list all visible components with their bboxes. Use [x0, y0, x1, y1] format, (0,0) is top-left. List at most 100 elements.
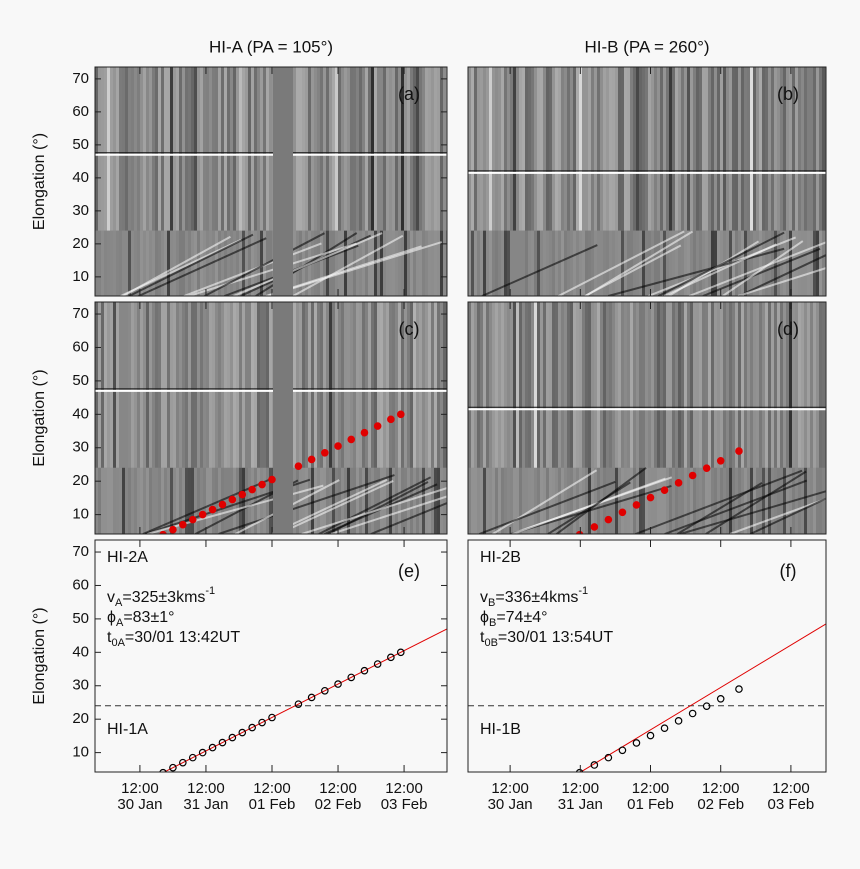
jmap-streak	[676, 482, 763, 534]
jmap-stripe	[705, 302, 708, 468]
jmap-stripe	[627, 467, 630, 534]
jmap-stripe	[546, 230, 549, 296]
jmap-stripe	[326, 302, 329, 468]
jmap-stripe	[624, 302, 627, 468]
data-point	[688, 471, 697, 480]
jmap-stripe	[428, 467, 431, 534]
jmap-stripe	[561, 302, 564, 468]
jmap-stripe	[744, 67, 747, 231]
jmap-stripe	[392, 302, 395, 468]
jmap-stripe	[474, 67, 477, 231]
jmap-stripe	[242, 230, 245, 296]
jmap-stripe	[771, 67, 774, 231]
data-point	[387, 653, 395, 662]
jmap-stripe	[188, 67, 191, 231]
jmap-stripe	[822, 302, 825, 468]
jmap-stripe	[143, 302, 146, 468]
jmap-stripe	[696, 467, 699, 534]
jmap-stripe	[774, 467, 777, 534]
jmap-stripe	[173, 230, 176, 296]
jmap-stripe	[684, 302, 687, 468]
jmap-stripe	[101, 230, 104, 296]
jmap-stripe	[768, 67, 771, 231]
jmap-stripe	[431, 67, 434, 231]
jmap-stripe	[663, 67, 666, 231]
jmap-stripe	[224, 230, 227, 296]
jmap-stripe	[549, 230, 552, 296]
jmap-stripe	[188, 467, 191, 534]
jmap-stripe	[633, 467, 636, 534]
jmap-stripe	[711, 467, 714, 534]
jmap-stripe	[242, 67, 245, 231]
jmap-stripe	[155, 230, 158, 296]
jmap-stripe	[642, 467, 645, 534]
jmap-stripe	[212, 302, 215, 468]
jmap-stripe	[419, 302, 422, 468]
data-point	[248, 723, 256, 732]
jmap-stripe	[293, 302, 296, 468]
jmap-stripe	[687, 467, 690, 534]
jmap-stripe	[738, 302, 741, 468]
data-point	[590, 761, 599, 769]
jmap-stripe	[609, 230, 612, 296]
jmap-stripe	[215, 67, 218, 231]
jmap-stripe	[443, 302, 446, 468]
jmap-stripe	[137, 302, 140, 468]
jmap-stripe	[134, 67, 137, 231]
jmap-stripe	[119, 230, 122, 296]
jmap-stripe	[377, 467, 380, 534]
jmap-stripe	[302, 302, 305, 468]
jmap-stripe	[765, 67, 768, 231]
jmap-stripe	[549, 67, 552, 231]
jmap-stripe	[197, 67, 200, 231]
jmap-stripe	[122, 302, 125, 468]
jmap-stripe	[311, 302, 314, 468]
jmap-stripe	[501, 230, 504, 296]
jmap-stripe	[236, 302, 239, 468]
jmap-stripe	[519, 467, 522, 534]
jmap-stripe	[380, 302, 383, 468]
jmap-stripe	[699, 230, 702, 296]
jmap-stripe	[774, 67, 777, 231]
data-point	[590, 523, 599, 531]
jmap-stripe	[564, 67, 567, 231]
data-point	[387, 415, 395, 424]
region-label: HI-2A	[107, 549, 148, 566]
jmap-stripe	[579, 67, 582, 231]
jmap-stripe	[588, 467, 591, 534]
jmap-stripe	[525, 230, 528, 296]
jmap-stripe	[672, 67, 675, 231]
jmap-stripe	[477, 302, 480, 468]
jmap-stripe	[627, 302, 630, 468]
jmap-stripe	[552, 67, 555, 231]
y-tick-label: 30	[72, 439, 89, 456]
jmap-stripe	[705, 467, 708, 534]
data-point	[702, 464, 711, 472]
jmap-stripe	[759, 302, 762, 468]
jmap-stripe	[110, 302, 113, 468]
jmap-stripe	[116, 230, 119, 296]
jmap-stripe	[410, 467, 413, 534]
y-tick-label: 40	[72, 169, 89, 186]
jmap-stripe	[404, 230, 407, 296]
jmap-stripe	[170, 67, 173, 231]
plot-area	[95, 302, 447, 534]
jmap-stripe	[738, 67, 741, 231]
jmap-streak	[277, 480, 394, 534]
jmap-stripe	[543, 302, 546, 468]
jmap-stripe	[609, 67, 612, 231]
jmap-stripe	[771, 302, 774, 468]
jmap-stripe	[194, 302, 197, 468]
jmap-stripe	[747, 467, 750, 534]
jmap-stripe	[570, 302, 573, 468]
jmap-stripe	[326, 467, 329, 534]
jmap-stripe	[149, 67, 152, 231]
jmap-stripe	[573, 67, 576, 231]
jmap-stripe	[627, 230, 630, 296]
jmap-stripe	[504, 67, 507, 231]
data-point	[307, 455, 316, 464]
data-point	[208, 743, 217, 752]
jmap-stripe	[789, 302, 792, 468]
jmap-stripe	[609, 302, 612, 468]
jmap-stripe	[239, 230, 242, 296]
